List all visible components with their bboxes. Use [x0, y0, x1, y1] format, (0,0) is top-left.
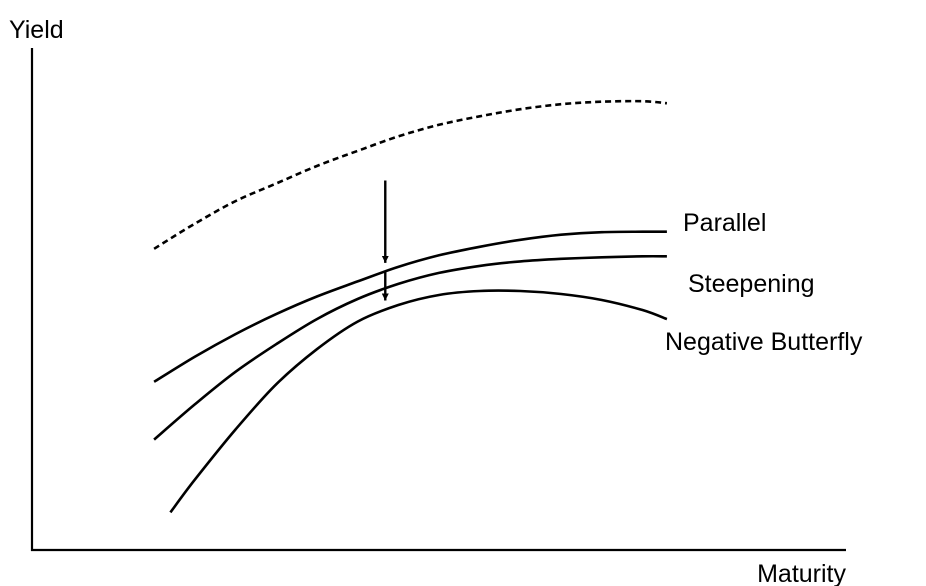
series-label-parallel: Parallel [683, 209, 766, 237]
series-layer [153, 99, 668, 514]
y-axis-label: Yield [9, 16, 64, 44]
series-line-negative-butterfly [169, 289, 668, 514]
series-label-negative-butterfly: Negative Butterfly [665, 328, 863, 356]
x-axis-label: Maturity [757, 560, 846, 586]
series-label-steepening: Steepening [688, 270, 815, 298]
series-line-original-curve [153, 99, 668, 250]
series-line-parallel [153, 230, 667, 383]
series-line-steepening [153, 254, 667, 441]
